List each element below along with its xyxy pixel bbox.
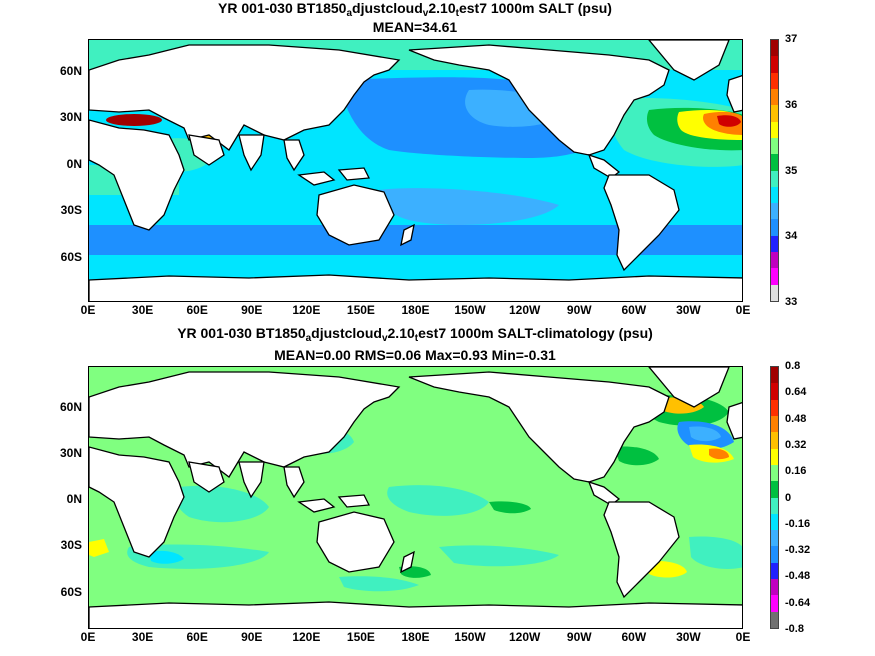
lon-label: 90W (566, 303, 592, 317)
colorbar-segment (771, 530, 778, 547)
colorbar-segment (771, 513, 778, 531)
map2-lat-label: 0N (66, 492, 82, 506)
map1-plot (89, 40, 742, 301)
map2-stats: MEAN=0.00 RMS=0.06 Max=0.93 Min=-0.31 (274, 347, 556, 363)
lon-label: 60W (621, 630, 647, 644)
colorbar-label: 37 (785, 33, 798, 45)
colorbar-segment (771, 464, 778, 482)
lon-label: 90E (241, 630, 263, 644)
land (89, 367, 742, 628)
land (89, 40, 742, 301)
lon-label: 60E (186, 630, 208, 644)
colorbar-segment (771, 579, 778, 596)
map1-lat-label: 60N (59, 64, 82, 78)
colorbar-label: -0.16 (785, 517, 811, 530)
colorbar-segment (771, 415, 778, 433)
colorbar-label: 0.32 (785, 438, 807, 451)
lon-label: 30W (676, 303, 701, 317)
map2-lat-label: 30S (60, 538, 82, 552)
colorbar-label: -0.32 (785, 544, 811, 557)
map1-lat-label: 30N (59, 110, 82, 124)
colorbar-segment (771, 448, 778, 465)
colorbar-segment (771, 432, 778, 449)
map1-title: YR 001-030 BT1850adjustcloudv2.10test7 1… (218, 0, 612, 19)
lon-label: 120E (292, 630, 321, 644)
colorbar-segment (771, 399, 778, 416)
colorbar-label: 35 (785, 164, 798, 177)
lon-label: 150E (346, 303, 375, 317)
colorbar-segment (771, 284, 778, 301)
map2-panel (88, 366, 743, 629)
colorbar-label: 0.8 (785, 360, 801, 372)
colorbar-segment (771, 40, 778, 57)
colorbar-segment (771, 595, 778, 612)
colorbar-segment (771, 562, 778, 580)
colorbar-label: -0.48 (785, 570, 811, 583)
colorbar-segment (771, 88, 778, 106)
colorbar-segment (771, 105, 778, 122)
lon-label: 0E (735, 303, 751, 317)
lon-label: 0E (735, 630, 751, 644)
colorbar-label: -0.8 (785, 623, 804, 635)
map1-lat-label: 30S (60, 203, 82, 217)
map1-colorbar (770, 39, 779, 302)
colorbar-segment (771, 497, 778, 514)
lon-label: 180E (401, 630, 430, 644)
colorbar-segment (771, 186, 778, 204)
lon-label: 150W (454, 303, 486, 317)
colorbar-label: 0.64 (785, 386, 807, 399)
colorbar-segment (771, 546, 778, 563)
lon-label: 30E (131, 303, 154, 317)
colorbar-label: 0.48 (785, 412, 807, 425)
lon-label: 60W (621, 303, 647, 317)
colorbar-label: 0.16 (785, 465, 807, 478)
lon-label: 150W (454, 630, 486, 644)
colorbar-label: 34 (785, 230, 798, 243)
lon-label: 90E (241, 303, 263, 317)
colorbar-segment (771, 121, 778, 138)
colorbar-segment (771, 56, 778, 73)
map2-lat-label: 60S (60, 585, 82, 599)
colorbar-label: 0 (785, 491, 792, 504)
lon-label: 0E (80, 303, 96, 317)
colorbar-segment (771, 170, 778, 187)
colorbar-segment (771, 235, 778, 253)
colorbar-segment (771, 383, 778, 400)
colorbar-label: 36 (785, 98, 798, 111)
colorbar-label: 33 (785, 296, 798, 308)
map1-lat-label: 0N (66, 157, 82, 171)
lon-label: 90W (566, 630, 592, 644)
lon-label: 120E (292, 303, 321, 317)
lon-label: 0E (80, 630, 96, 644)
lon-label: 60E (186, 303, 208, 317)
colorbar-segment (771, 219, 778, 236)
lon-label: 120W (508, 630, 541, 644)
map1-stats: MEAN=34.61 (372, 19, 458, 35)
map2-lat-label: 30N (59, 446, 82, 460)
lon-label: 150E (346, 630, 375, 644)
map2-title: YR 001-030 BT1850adjustcloudv2.10test7 1… (177, 325, 653, 344)
lon-label: 120W (508, 303, 541, 317)
colorbar-segment (771, 137, 778, 155)
map1-lat-label: 60S (60, 250, 82, 264)
map2-lat-label: 60N (59, 400, 82, 414)
colorbar-segment (771, 252, 778, 269)
colorbar-segment (771, 268, 778, 285)
colorbar-segment (771, 367, 778, 384)
lon-label: 180E (401, 303, 430, 317)
map2-plot (89, 367, 742, 628)
map1-panel (88, 39, 743, 302)
colorbar-segment (771, 72, 778, 89)
map2-colorbar (770, 366, 779, 629)
colorbar-segment (771, 203, 778, 220)
lon-label: 30E (131, 630, 154, 644)
lon-label: 30W (676, 630, 701, 644)
colorbar-segment (771, 154, 778, 171)
colorbar-segment (771, 611, 778, 628)
colorbar-label: -0.64 (785, 596, 811, 609)
colorbar-segment (771, 481, 778, 498)
